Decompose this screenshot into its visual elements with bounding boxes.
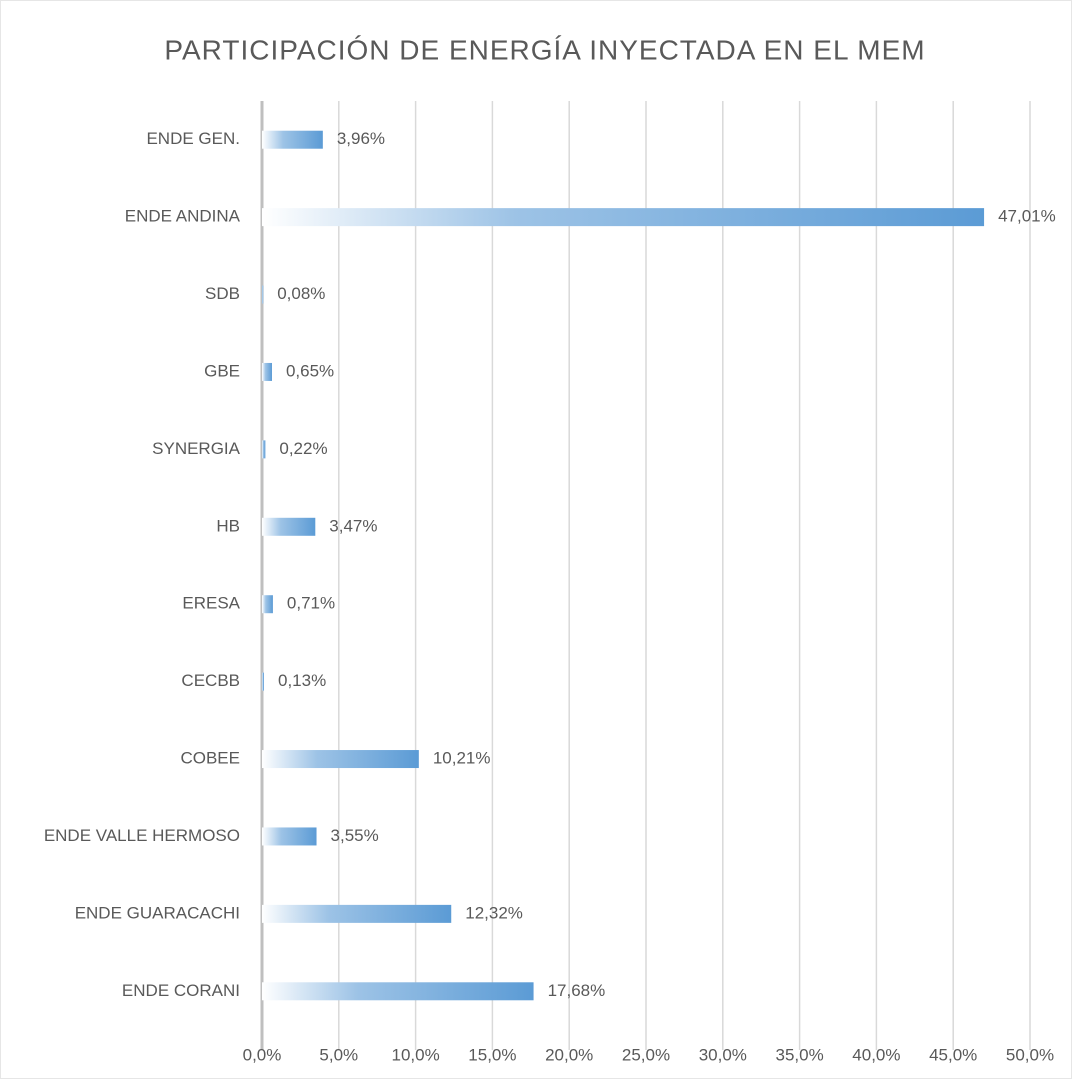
y-tick-label: ENDE VALLE HERMOSO [44,826,240,845]
data-label: 17,68% [548,981,606,1000]
x-tick-label: 35,0% [775,1045,823,1064]
x-tick-label: 50,0% [1006,1045,1054,1064]
bar [262,440,266,459]
data-label: 3,47% [329,516,377,535]
y-tick-label: ERESA [182,594,240,613]
data-label: 0,08% [277,284,325,303]
data-label: 0,22% [279,439,327,458]
data-label: 12,32% [465,903,523,922]
data-label: 10,21% [433,749,491,768]
y-tick-label: COBEE [180,749,240,768]
x-tick-label: 40,0% [852,1045,900,1064]
bar [262,130,323,149]
bar [262,904,452,923]
data-label: 0,13% [278,671,326,690]
bar [262,208,985,227]
y-tick-label: CECBB [181,671,240,690]
bar [262,750,419,769]
x-tick-label: 45,0% [929,1045,977,1064]
y-tick-label: ENDE GUARACACHI [75,903,240,922]
x-tick-label: 30,0% [699,1045,747,1064]
bar [262,827,317,846]
bar [262,285,264,304]
y-tick-label: GBE [204,361,240,380]
bar [262,982,534,1001]
x-tick-label: 0,0% [243,1045,282,1064]
data-label: 3,55% [331,826,379,845]
bar [262,595,273,614]
bar [262,672,264,691]
data-label: 47,01% [998,207,1056,226]
x-tick-label: 10,0% [391,1045,439,1064]
y-tick-label: SYNERGIA [152,439,241,458]
x-tick-label: 20,0% [545,1045,593,1064]
data-label: 0,71% [287,594,335,613]
y-tick-label: SDB [205,284,240,303]
x-tick-label: 5,0% [319,1045,358,1064]
y-tick-label: ENDE GEN. [146,129,240,148]
x-tick-label: 15,0% [468,1045,516,1064]
chart-title: PARTICIPACIÓN DE ENERGÍA INYECTADA EN EL… [164,34,925,65]
y-tick-label: ENDE ANDINA [125,207,241,226]
data-label: 0,65% [286,361,334,380]
bar [262,362,272,381]
x-tick-label: 25,0% [622,1045,670,1064]
y-tick-label: ENDE CORANI [122,981,240,1000]
data-label: 3,96% [337,129,385,148]
y-tick-label: HB [216,516,240,535]
bar [262,517,316,536]
